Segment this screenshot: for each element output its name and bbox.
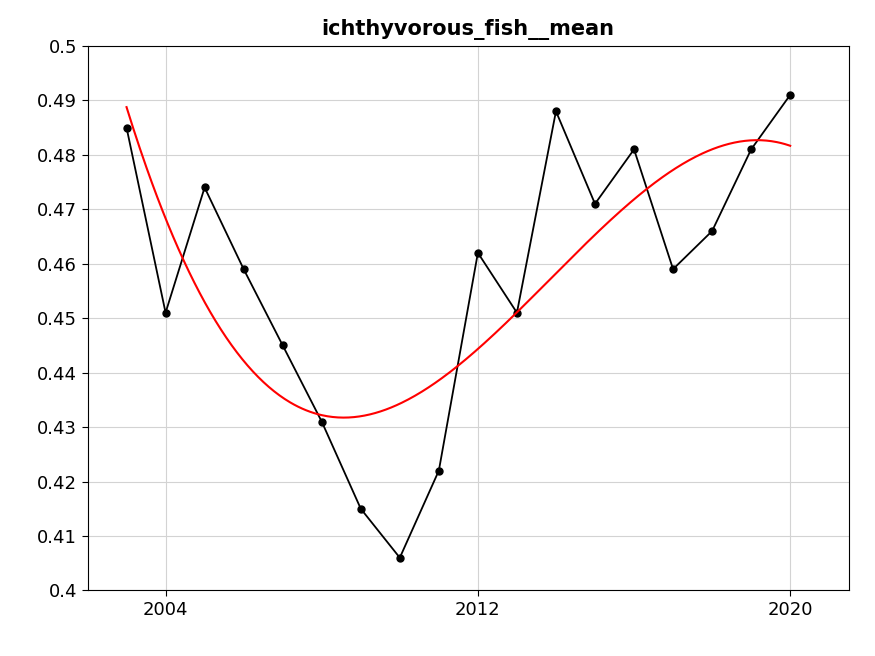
Title: ichthyvorous_fish__mean: ichthyvorous_fish__mean [322, 19, 614, 40]
